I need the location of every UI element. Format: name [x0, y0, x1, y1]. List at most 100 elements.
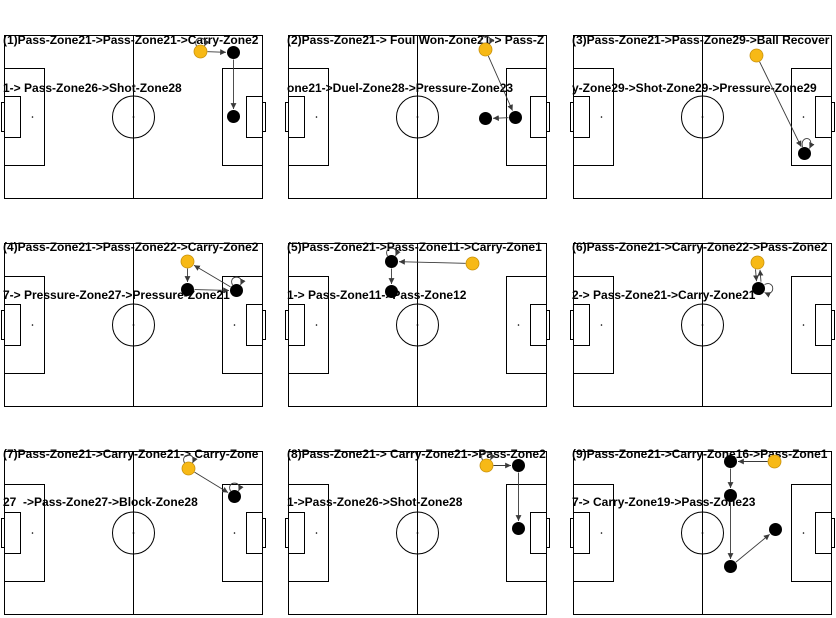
- pitch-markings: [1, 451, 266, 615]
- right-goal-area: [530, 512, 547, 554]
- left-goal: [570, 310, 574, 340]
- event-node: [509, 111, 522, 124]
- right-goal: [831, 102, 835, 132]
- flow-arrow: [753, 269, 759, 282]
- right-penalty-area: [791, 276, 832, 374]
- panel-title-line-2: 2-> Pass-Zone21->Carry-Zone21: [572, 288, 756, 302]
- panel-title-line-1: (1)Pass-Zone21->Pass-Zone21->Carry-Zone2: [3, 33, 259, 47]
- flow-arrow: [735, 533, 770, 563]
- panel-title-line-1: (2)Pass-Zone21-> Foul Won-Zone21-> Pass-…: [287, 33, 545, 47]
- pitch-diagram: [570, 451, 835, 615]
- center-spot: [132, 532, 135, 534]
- right-goal-area: [815, 512, 832, 554]
- event-node: [181, 283, 194, 296]
- center-circle: [396, 303, 439, 347]
- left-penalty-area: [573, 276, 614, 374]
- event-node: [512, 522, 525, 535]
- left-goal: [1, 310, 5, 340]
- right-goal: [546, 102, 550, 132]
- panel-title: (2)Pass-Zone21-> Foul Won-Zone21-> Pass-…: [287, 0, 544, 128]
- center-circle: [681, 95, 724, 139]
- left-penalty-spot: [600, 532, 603, 534]
- panel-title-line-1: (8)Pass-Zone21-> Carry-Zone21->Pass-Zone…: [287, 447, 546, 461]
- right-penalty-area: [222, 484, 263, 582]
- pitch-markings: [1, 243, 266, 407]
- left-penalty-spot: [31, 532, 34, 534]
- event-flow: [750, 255, 774, 298]
- center-spot: [132, 116, 135, 118]
- start-event-node: [181, 461, 196, 476]
- right-goal-area: [246, 96, 263, 138]
- panel-title-line-2: 7-> Carry-Zone19->Pass-Zone23: [572, 495, 756, 509]
- right-goal: [546, 518, 550, 548]
- event-node: [512, 459, 525, 472]
- panel-title-line-2: y-Zone29->Shot-Zone29->Pressure-Zone29: [572, 81, 817, 95]
- panel-title: (1)Pass-Zone21->Pass-Zone21->Carry-Zone2…: [3, 0, 258, 128]
- self-loop-arrow: [481, 451, 496, 461]
- self-loop-arrow: [801, 138, 815, 149]
- pitch-markings: [285, 243, 550, 407]
- left-goal-area: [288, 512, 305, 554]
- event-node: [724, 455, 737, 468]
- event-flow: [749, 48, 815, 160]
- event-flow: [180, 254, 246, 297]
- start-event-node: [193, 44, 208, 59]
- left-goal-area: [288, 96, 305, 138]
- panel-title-line-2: one21->Duel-Zone28->Pressure-Zone23: [287, 81, 514, 95]
- center-circle: [396, 511, 439, 555]
- flow-arrow: [492, 115, 509, 121]
- start-event-node: [479, 458, 494, 473]
- event-flow: [193, 37, 240, 123]
- right-penalty-area: [506, 484, 547, 582]
- right-penalty-spot: [233, 532, 236, 534]
- panel-title: (3)Pass-Zone21->Pass-Zone29->Ball Recove…: [572, 0, 829, 128]
- center-spot: [416, 116, 419, 118]
- center-spot: [416, 324, 419, 326]
- panel-1: (1)Pass-Zone21->Pass-Zone21->Carry-Zone2…: [1, 0, 267, 204]
- left-penalty-area: [4, 68, 45, 166]
- event-node: [385, 255, 398, 268]
- left-goal: [285, 310, 289, 340]
- center-spot: [701, 116, 704, 118]
- event-node: [230, 284, 243, 297]
- right-goal: [262, 518, 266, 548]
- left-penalty-spot: [315, 532, 318, 534]
- pitch-diagram: [285, 35, 550, 199]
- left-goal: [570, 518, 574, 548]
- panel-title: (7)Pass-Zone21->Carry-Zone21-> Carry-Zon…: [3, 414, 258, 542]
- event-node: [227, 110, 240, 123]
- pitch-markings: [570, 35, 835, 199]
- right-penalty-area: [791, 68, 832, 166]
- pitch-diagram: [285, 451, 550, 615]
- center-spot: [416, 532, 419, 534]
- right-penalty-area: [506, 276, 547, 374]
- right-goal-area: [530, 96, 547, 138]
- event-node: [752, 282, 765, 295]
- pitch-diagram: [1, 35, 266, 199]
- event-flow: [385, 247, 480, 298]
- flow-arrow: [207, 49, 227, 56]
- right-penalty-spot: [517, 324, 520, 326]
- right-goal: [831, 310, 835, 340]
- left-penalty-area: [288, 484, 329, 582]
- panel-2: (2)Pass-Zone21-> Foul Won-Zone21-> Pass-…: [285, 0, 551, 204]
- flow-arrow: [487, 55, 513, 111]
- center-circle: [112, 303, 155, 347]
- start-event-node: [767, 454, 782, 469]
- panel-title-line-2: 7-> Pressure-Zone27->Pressure-Zone21: [3, 288, 230, 302]
- panel-title-line-2: 1->Pass-Zone26->Shot-Zone28: [287, 495, 463, 509]
- event-flow: [724, 454, 782, 573]
- panel-title: (8)Pass-Zone21-> Carry-Zone21->Pass-Zone…: [287, 414, 546, 542]
- center-spot: [132, 324, 135, 326]
- right-goal: [546, 310, 550, 340]
- panel-5: (5)Pass-Zone21->Pass-Zone11->Carry-Zone1…: [285, 207, 551, 411]
- right-penalty-spot: [233, 324, 236, 326]
- event-node: [227, 46, 240, 59]
- left-goal-area: [288, 304, 305, 346]
- center-circle: [112, 511, 155, 555]
- right-goal: [262, 102, 266, 132]
- left-goal: [570, 102, 574, 132]
- center-circle: [112, 95, 155, 139]
- panel-title-line-1: (3)Pass-Zone21->Pass-Zone29->Ball Recove…: [572, 33, 830, 47]
- left-goal: [1, 518, 5, 548]
